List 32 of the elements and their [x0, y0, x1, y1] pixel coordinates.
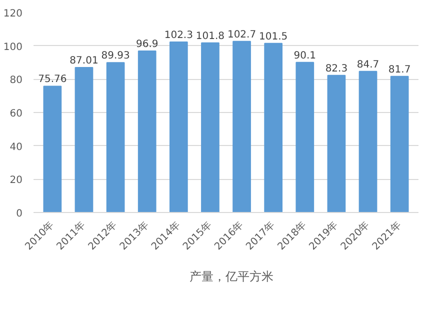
bar	[201, 42, 220, 212]
data-label: 102.3	[164, 30, 193, 41]
y-tick-label: 80	[10, 75, 23, 86]
bar	[264, 42, 283, 212]
bar	[169, 42, 188, 212]
y-tick-label: 40	[10, 142, 23, 153]
bar	[106, 62, 125, 212]
bar	[390, 76, 409, 212]
text: 产量，亿平方米	[190, 268, 274, 286]
data-label: 101.5	[259, 31, 288, 42]
y-tick-label: 20	[10, 175, 23, 186]
data-label: 87.01	[70, 55, 98, 66]
bar	[327, 74, 346, 212]
y-tick-label: 120	[3, 8, 23, 20]
bar	[358, 70, 378, 212]
y-tick-label: 60	[10, 108, 23, 120]
data-label: 102.7	[227, 29, 256, 40]
data-label: 101.8	[196, 30, 225, 42]
bar	[296, 62, 314, 212]
data-label: 84.7	[356, 59, 380, 70]
y-tick-label: 0	[16, 208, 23, 220]
data-label: 75.76	[38, 74, 67, 86]
bar	[43, 86, 62, 212]
data-label: 89.93	[101, 50, 130, 62]
data-label: 82.3	[325, 63, 348, 74]
bar	[138, 50, 156, 212]
y-tick-label: 100	[3, 42, 23, 53]
data-label: 96.9	[136, 39, 158, 50]
bar	[232, 40, 251, 212]
data-label: 81.7	[388, 64, 411, 76]
bar	[74, 66, 94, 212]
data-label: 90.1	[294, 50, 316, 62]
